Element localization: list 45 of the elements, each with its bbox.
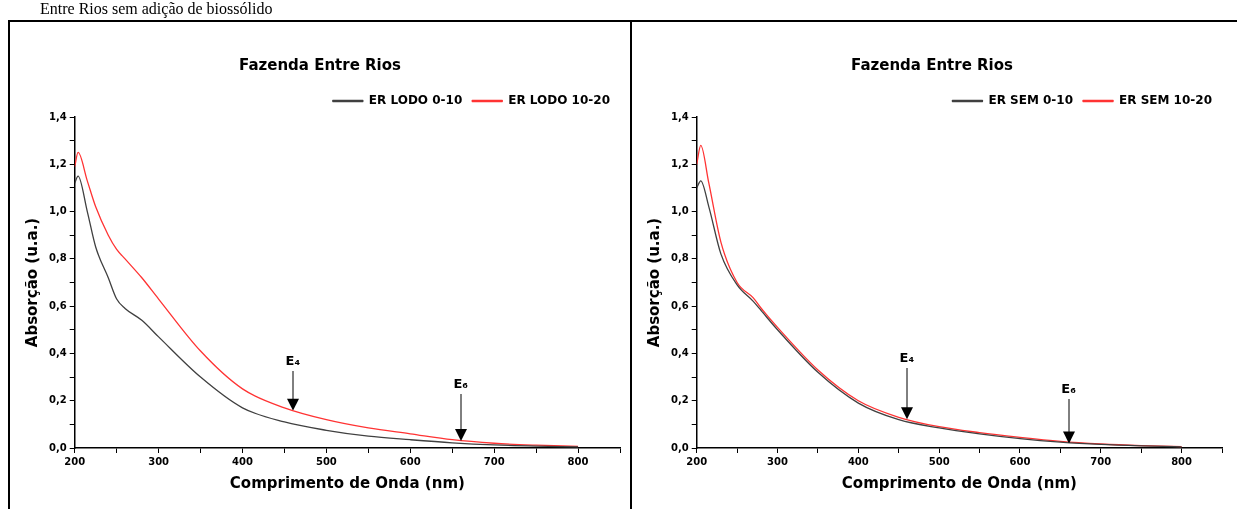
- x-tick-label: 300: [767, 455, 789, 467]
- chart-title: Fazenda Entre Rios: [239, 55, 402, 74]
- x-tick-label: 800: [1171, 455, 1193, 467]
- y-tick-label: 0,6: [671, 299, 689, 311]
- y-tick-label: 0,2: [49, 394, 67, 406]
- legend-label: ER SEM 10-20: [1119, 93, 1212, 108]
- x-tick-label: 600: [1009, 455, 1031, 467]
- y-tick-label: 0,4: [671, 347, 689, 359]
- y-tick-label: 0,8: [49, 252, 67, 264]
- x-axis-title: Comprimento de Onda (nm): [841, 473, 1077, 492]
- x-tick-label: 800: [567, 455, 589, 467]
- legend-label: ER LODO 0-10: [368, 93, 463, 108]
- y-axis-title: Absorção (u.a.): [22, 217, 41, 348]
- y-tick-label: 1,0: [671, 205, 689, 217]
- y-tick-label: 0,2: [671, 394, 689, 406]
- text: Entre Rios sem adição de biossólido: [40, 0, 273, 18]
- legend-label: ER SEM 0-10: [988, 93, 1074, 108]
- y-axis-title: Absorção (u.a.): [644, 217, 663, 348]
- legend-label: ER LODO 10-20: [508, 93, 611, 108]
- x-tick-label: 200: [686, 455, 708, 467]
- annotation: E₆: [1061, 380, 1076, 396]
- annotation: E₄: [285, 352, 301, 368]
- y-tick-label: 1,4: [671, 110, 689, 122]
- x-tick-label: 700: [1090, 455, 1112, 467]
- x-tick-label: 400: [847, 455, 869, 467]
- annotation: E₄: [899, 350, 915, 366]
- x-tick-label: 200: [64, 455, 86, 467]
- x-tick-label: 300: [148, 455, 170, 467]
- y-tick-label: 1,4: [49, 110, 67, 122]
- y-tick-label: 1,2: [49, 157, 67, 169]
- x-tick-label: 400: [232, 455, 253, 467]
- x-tick-label: 500: [315, 455, 337, 467]
- annotation: E₆: [453, 376, 469, 392]
- y-tick-label: 0,4: [49, 347, 67, 359]
- y-tick-label: 1,0: [49, 205, 67, 217]
- x-tick-label: 600: [399, 455, 421, 467]
- y-tick-label: 0,0: [671, 441, 689, 453]
- x-tick-label: 500: [928, 455, 950, 467]
- y-tick-label: 0,6: [49, 299, 67, 311]
- chart-title: Fazenda Entre Rios: [851, 55, 1014, 74]
- y-tick-label: 1,2: [671, 157, 689, 169]
- y-tick-label: 0,0: [49, 441, 67, 453]
- y-tick-label: 0,8: [671, 252, 689, 264]
- x-axis-title: Comprimento de Onda (nm): [229, 473, 465, 492]
- x-tick-label: 700: [483, 455, 505, 467]
